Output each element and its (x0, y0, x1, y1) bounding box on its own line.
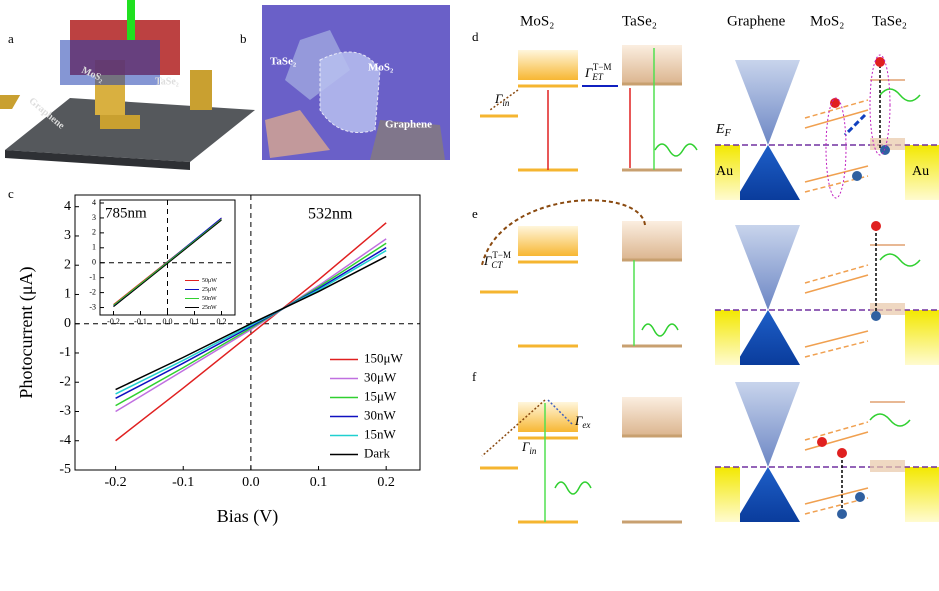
data-line (115, 242, 387, 407)
x-tick-label: -0.2 (105, 475, 127, 490)
rate-label: ΓCTT−M (483, 250, 511, 270)
legend-label: 25μW (202, 287, 217, 293)
x-axis-label: Bias (V) (217, 506, 279, 527)
cone-diagram (714, 59, 939, 201)
symbol: Γ (521, 439, 530, 454)
rate-label: Γin (521, 439, 537, 456)
y-tick-label: 0 (64, 316, 71, 331)
symbol: Γ (574, 413, 583, 428)
annotation: 785nm (105, 205, 147, 221)
subscript: ET (591, 72, 603, 82)
cone-diagram (714, 224, 939, 366)
column-header: MoS₂ (810, 13, 844, 29)
column-header: TaSe₂ (622, 13, 657, 29)
superscript: T−M (492, 250, 511, 260)
y-tick-label: -3 (89, 302, 96, 311)
x-tick-label: 0.2 (217, 317, 227, 326)
y-tick-label: 3 (92, 213, 96, 222)
data-line (115, 255, 387, 391)
y-tick-label: 2 (64, 257, 71, 272)
panel-label: d (472, 29, 479, 44)
x-tick-label: 0.1 (310, 475, 328, 490)
y-tick-label: 0 (92, 258, 96, 267)
x-tick-label: -0.1 (172, 475, 194, 490)
column-header: TaSe₂ (872, 13, 907, 29)
legend-label: 25nW (202, 305, 217, 311)
data-line (113, 219, 222, 306)
legend-label: Dark (364, 445, 390, 460)
column-header: MoS₂ (520, 13, 554, 29)
subscript: F (724, 128, 732, 139)
band-diagram (478, 43, 684, 172)
y-tick-label: -5 (59, 462, 71, 477)
rate-label: Γin (494, 91, 510, 108)
panel-label: f (472, 369, 477, 384)
legend-label: 50nW (202, 296, 217, 302)
material-label: TaSe₂ (270, 56, 297, 68)
y-tick-label: 2 (92, 228, 96, 237)
subscript: ex (582, 420, 590, 430)
legend-label: 30nW (364, 407, 397, 422)
data-line (115, 238, 387, 413)
symbol: E (715, 122, 725, 137)
panel-label: e (472, 206, 478, 221)
symbol: Γ (584, 65, 593, 80)
cone-diagram (714, 381, 939, 523)
material-label: TaSe₂ (155, 76, 179, 87)
x-tick-label: 0.1 (190, 317, 200, 326)
legend-label: 15nW (364, 426, 397, 441)
column-header: Graphene (727, 13, 786, 29)
subscript: in (502, 98, 510, 108)
superscript: T−M (593, 62, 612, 72)
legend-label: 150μW (364, 350, 403, 365)
annotation: 532nm (308, 206, 353, 223)
device-schematic (0, 0, 255, 170)
y-tick-label: -4 (59, 433, 71, 448)
y-tick-label: 3 (64, 228, 71, 243)
data-line (113, 219, 222, 308)
symbol: Γ (483, 253, 492, 268)
x-tick-label: -0.1 (134, 317, 147, 326)
panel-label: b (240, 31, 247, 46)
legend-label: 30μW (364, 369, 397, 384)
y-tick-label: -1 (59, 345, 71, 360)
subscript: in (529, 446, 537, 456)
symbol: Γ (494, 91, 503, 106)
rate-label: Γex (574, 413, 590, 430)
material-label: Graphene (385, 119, 432, 131)
x-tick-label: -0.2 (107, 317, 120, 326)
y-tick-label: 4 (64, 199, 71, 214)
y-axis-label: Photocurrent (μA) (16, 266, 37, 398)
transition-arrows (481, 28, 921, 522)
carriers (817, 54, 891, 519)
micrograph (262, 5, 450, 160)
subscript: CT (491, 260, 503, 270)
rate-label: ΓETT−M (584, 62, 612, 82)
y-tick-label: 1 (92, 243, 96, 252)
panel-label: a (8, 31, 14, 46)
x-tick-label: 0.0 (163, 317, 173, 326)
x-tick-label: 0.0 (242, 475, 260, 490)
fermi-label: EF (715, 122, 732, 139)
data-line (115, 249, 387, 395)
au-label: Au (912, 164, 929, 179)
legend-label: 15μW (364, 388, 397, 403)
x-tick-label: 0.2 (377, 475, 395, 490)
panel-label: c (8, 186, 14, 201)
y-tick-label: -3 (59, 404, 71, 419)
au-label: Au (716, 164, 733, 179)
y-tick-label: -2 (89, 287, 96, 296)
y-tick-label: -1 (89, 272, 96, 281)
data-line (115, 222, 387, 442)
y-tick-label: 1 (64, 287, 71, 302)
legend-label: 50μW (202, 278, 217, 284)
y-tick-label: 4 (92, 198, 96, 207)
material-label: MoS₂ (368, 62, 394, 74)
data-line (115, 247, 387, 399)
y-tick-label: -2 (59, 374, 71, 389)
